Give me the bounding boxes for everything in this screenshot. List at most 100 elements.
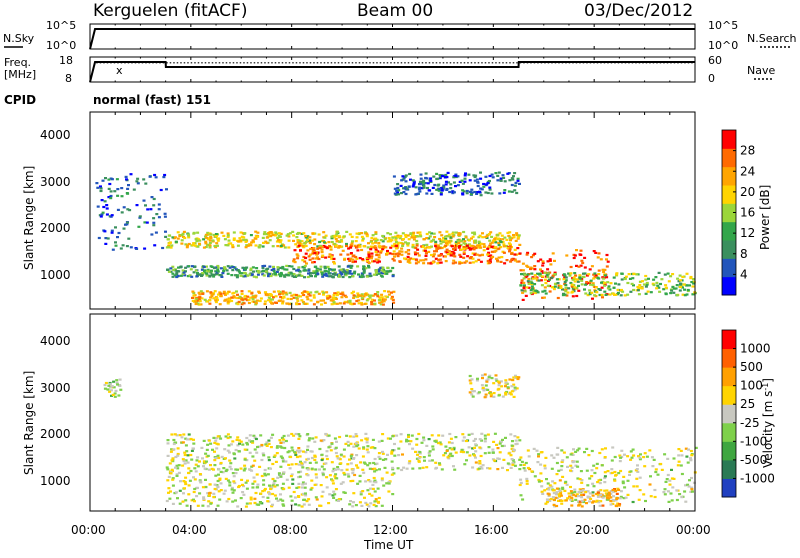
data-cell <box>446 253 450 256</box>
data-cell <box>167 487 171 490</box>
data-cell <box>323 267 327 270</box>
data-cell <box>452 191 456 194</box>
data-cell <box>338 458 342 461</box>
data-cell <box>470 237 473 240</box>
data-cell <box>261 245 265 248</box>
data-cell <box>488 246 492 249</box>
data-cell <box>380 269 384 272</box>
data-cell <box>242 493 246 496</box>
data-cell <box>407 238 411 241</box>
data-cell <box>315 267 319 270</box>
data-cell <box>517 376 521 379</box>
data-cell <box>352 501 355 504</box>
data-cell <box>330 303 334 306</box>
data-cell <box>303 486 307 489</box>
data-cell <box>281 290 285 293</box>
data-cell <box>292 275 296 278</box>
data-cell <box>334 488 338 491</box>
data-cell <box>331 470 335 473</box>
data-cell <box>591 297 594 300</box>
data-cell <box>476 184 480 188</box>
data-cell <box>525 480 529 483</box>
data-cell <box>324 272 328 275</box>
data-cell <box>298 455 302 458</box>
data-cell <box>256 269 260 273</box>
data-cell <box>263 264 267 267</box>
data-cell <box>292 239 295 242</box>
data-cell <box>185 504 189 507</box>
data-cell <box>483 440 487 443</box>
data-cell <box>356 292 360 295</box>
data-cell <box>265 444 269 447</box>
data-cell <box>341 291 345 294</box>
data-cell <box>589 497 593 500</box>
data-cell <box>226 272 230 275</box>
data-cell <box>190 265 194 268</box>
data-cell <box>427 237 431 240</box>
data-cell <box>422 179 426 182</box>
data-cell <box>373 467 377 470</box>
data-cell <box>209 296 213 299</box>
data-cell <box>404 233 408 237</box>
data-cell <box>353 270 357 273</box>
data-cell <box>488 467 492 470</box>
data-cell <box>423 182 427 185</box>
data-cell <box>663 453 667 456</box>
data-cell <box>202 246 206 249</box>
data-cell <box>590 291 594 294</box>
data-cell <box>564 480 568 483</box>
data-cell <box>361 275 365 278</box>
data-cell <box>373 457 377 461</box>
data-cell <box>371 294 375 297</box>
data-cell <box>598 451 602 455</box>
data-cell <box>333 302 337 305</box>
data-cell <box>631 500 635 504</box>
data-cell <box>328 493 332 496</box>
velocity-data <box>103 373 698 508</box>
data-cell <box>469 256 472 259</box>
data-cell <box>531 254 535 257</box>
data-cell <box>471 395 475 398</box>
data-cell <box>330 237 334 240</box>
data-cell <box>417 457 421 460</box>
data-cell <box>574 450 578 453</box>
data-cell <box>203 467 207 470</box>
data-cell <box>407 252 411 255</box>
data-cell <box>373 500 377 503</box>
data-cell <box>516 377 520 381</box>
data-cell <box>356 295 360 299</box>
data-cell <box>173 274 177 277</box>
data-cell <box>287 239 291 242</box>
data-cell <box>453 248 457 251</box>
data-cell <box>366 293 370 296</box>
data-cell <box>321 471 325 474</box>
data-cell <box>422 238 426 241</box>
data-cell <box>467 243 471 246</box>
data-cell <box>282 441 285 444</box>
data-cell <box>688 284 691 287</box>
nave-right-tick-bottom: 0 <box>708 72 715 85</box>
data-cell <box>438 187 442 191</box>
data-cell <box>562 451 566 454</box>
data-cell <box>360 232 364 235</box>
data-cell <box>431 445 435 448</box>
data-cell <box>357 447 361 450</box>
data-cell <box>518 439 522 442</box>
data-cell <box>591 491 595 494</box>
data-cell <box>510 190 514 193</box>
data-cell <box>300 274 304 277</box>
data-cell <box>377 455 381 458</box>
power-colorbar-tick-label: 28 <box>740 144 755 158</box>
data-cell <box>323 265 327 268</box>
data-cell <box>194 238 198 241</box>
data-cell <box>525 482 529 485</box>
data-cell <box>526 251 530 254</box>
data-cell <box>373 479 377 482</box>
data-cell <box>252 434 256 437</box>
data-cell <box>376 295 380 298</box>
data-cell <box>354 240 358 243</box>
data-cell <box>338 245 342 248</box>
data-cell <box>664 284 668 287</box>
data-cell <box>680 472 684 476</box>
data-cell <box>271 503 274 506</box>
